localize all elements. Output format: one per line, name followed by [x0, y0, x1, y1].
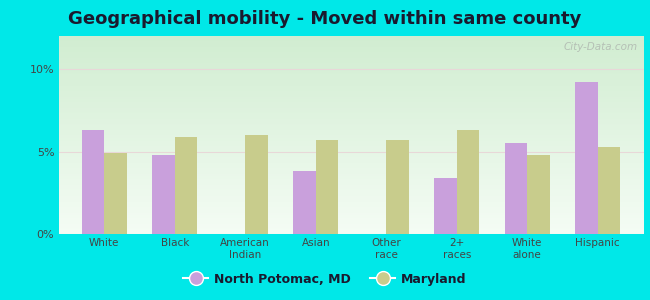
Legend: North Potomac, MD, Maryland: North Potomac, MD, Maryland — [178, 268, 472, 291]
Bar — [104, 153, 127, 234]
Bar — [598, 147, 620, 234]
Bar — [527, 155, 550, 234]
Bar — [175, 136, 198, 234]
Bar — [152, 155, 175, 234]
Bar — [245, 135, 268, 234]
Bar — [293, 171, 316, 234]
Bar — [504, 143, 527, 234]
Bar — [316, 140, 338, 234]
Bar — [575, 82, 598, 234]
Bar — [82, 130, 104, 234]
Text: City-Data.com: City-Data.com — [564, 42, 638, 52]
Bar — [386, 140, 409, 234]
Text: Geographical mobility - Moved within same county: Geographical mobility - Moved within sam… — [68, 11, 582, 28]
Bar — [457, 130, 479, 234]
Bar — [434, 178, 457, 234]
